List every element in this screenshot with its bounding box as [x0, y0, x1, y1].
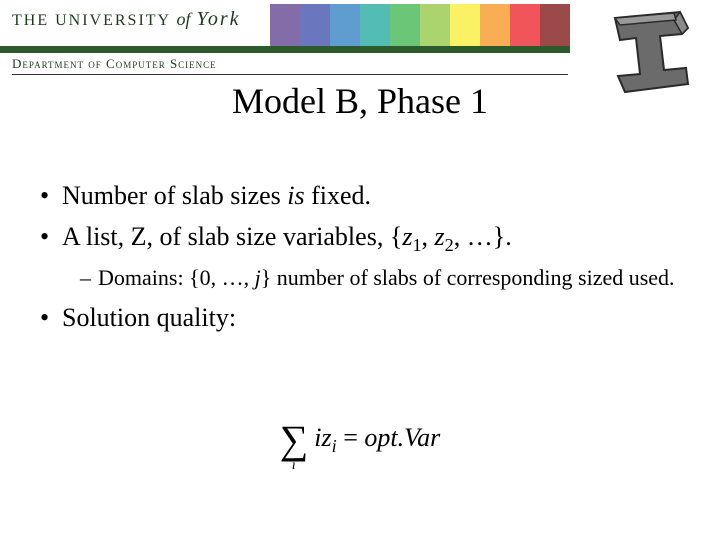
slide-content: Number of slab sizes is fixed. A list, Z… [40, 180, 680, 342]
university-logo: THE UNIVERSITY of York [12, 8, 240, 31]
sigma-symbol: ∑ i [280, 420, 309, 460]
bullet-item: Number of slab sizes is fixed. [40, 180, 680, 213]
bullet-item: A list, Z, of slab size variables, {z1, … [40, 221, 680, 257]
formula-rhs: opt.Var [364, 423, 440, 452]
sigma-index: i [292, 458, 296, 474]
header-rule [12, 74, 568, 75]
slide-title: Model B, Phase 1 [0, 80, 720, 122]
bullet2-sub2: 2 [445, 235, 454, 255]
logo-university: UNIVERSITY [55, 12, 170, 29]
bullet2-mid: , [422, 222, 435, 251]
bullet2-z2: z [435, 222, 445, 251]
bullet1-is: is [287, 181, 304, 210]
bullet2-z1: z [402, 222, 412, 251]
bullet1-text-pre: Number of slab sizes [62, 181, 287, 210]
department-name: Department of Computer Science [12, 56, 217, 72]
spectrum-banner [270, 4, 570, 48]
formula-eq: = [337, 423, 365, 452]
sub-bullet-item: Domains: {0, …, j} number of slabs of co… [80, 264, 680, 292]
sub1-pre: Domains: {0, …, [98, 265, 255, 290]
logo-york: York [197, 8, 241, 30]
logo-of: of [177, 9, 191, 29]
bullet2-sub1: 1 [412, 235, 421, 255]
bullet2-pre: A list, Z, of slab size variables, { [62, 222, 402, 251]
bullet2-post: , …}. [454, 222, 512, 251]
logo-the: THE [12, 12, 49, 29]
bullet1-text-post: fixed. [305, 181, 371, 210]
formula-i: i [314, 423, 321, 452]
sigma-glyph: ∑ [280, 417, 309, 462]
bullet-item: Solution quality: [40, 302, 680, 335]
header-region: THE UNIVERSITY of York Department of Com… [0, 0, 720, 80]
bullet3-text: Solution quality: [62, 303, 236, 332]
green-band [0, 46, 570, 53]
formula-z: z [322, 423, 332, 452]
sub1-post: } number of slabs of corresponding sized… [261, 265, 675, 290]
formula: ∑ i izi = opt.Var [0, 420, 720, 460]
